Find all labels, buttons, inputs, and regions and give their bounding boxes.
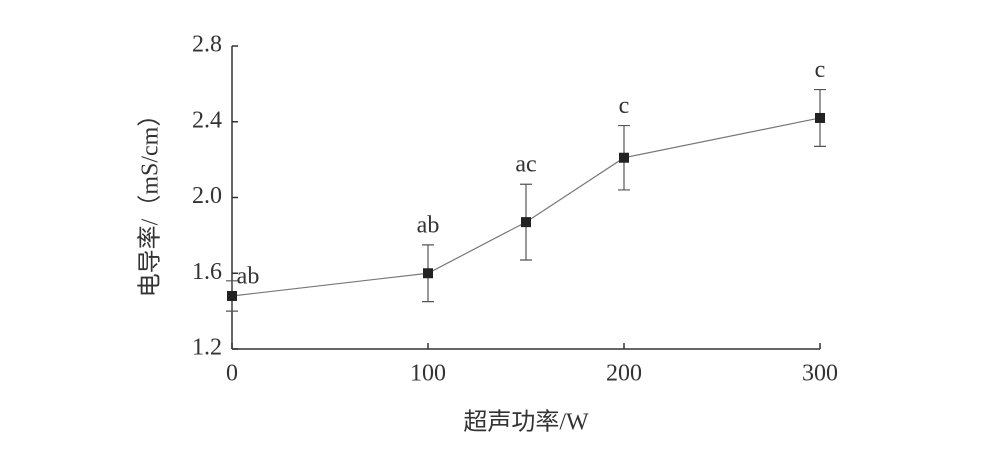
x-tick-label: 300	[802, 361, 838, 387]
annotation: ab	[417, 212, 440, 238]
y-tick-label: 1.2	[192, 335, 222, 361]
y-axis-label: 电导率/（mS/cm）	[137, 103, 164, 298]
marker	[423, 268, 433, 279]
marker	[521, 217, 531, 228]
annotation: ac	[515, 152, 536, 178]
annotation: c	[815, 57, 826, 83]
marker	[619, 152, 629, 163]
y-tick-label: 2.8	[192, 32, 222, 58]
y-tick-label: 1.6	[192, 259, 222, 285]
annotation: c	[619, 93, 630, 119]
x-tick-label: 0	[226, 361, 238, 387]
x-axis-label: 超声功率/W	[463, 409, 589, 436]
marker	[227, 290, 237, 301]
annotation: ab	[237, 263, 260, 289]
x-tick-label: 100	[410, 361, 446, 387]
marker	[815, 112, 825, 123]
y-tick-label: 2.4	[192, 107, 222, 133]
y-tick-label: 2.0	[192, 183, 222, 209]
x-tick-label: 200	[606, 361, 642, 387]
